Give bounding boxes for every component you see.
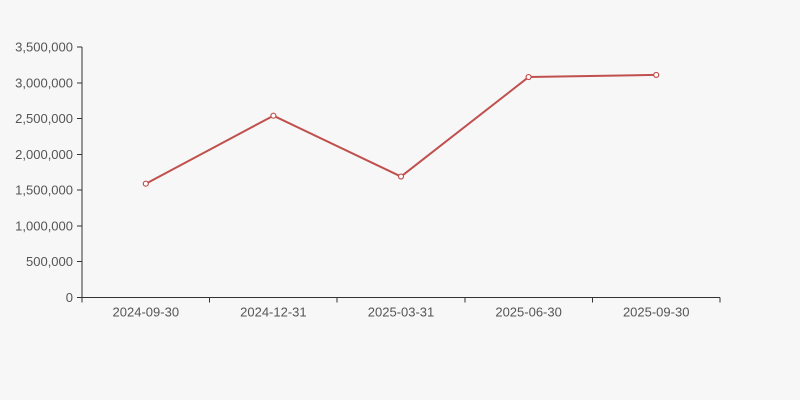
y-tick-label: 2,000,000 bbox=[15, 147, 73, 162]
data-point[interactable] bbox=[142, 180, 149, 187]
series-line bbox=[144, 73, 658, 185]
y-tick-label: 2,500,000 bbox=[15, 111, 73, 126]
y-tick-label: 3,500,000 bbox=[15, 40, 73, 55]
x-tick-label: 2024-12-31 bbox=[240, 305, 307, 320]
y-tick-label: 1,000,000 bbox=[15, 218, 73, 233]
data-point[interactable] bbox=[653, 71, 660, 79]
x-tick-label: 2024-09-30 bbox=[113, 305, 180, 320]
x-tick-label: 2025-09-30 bbox=[623, 305, 690, 320]
data-point[interactable] bbox=[397, 173, 405, 180]
y-tick-label: 0 bbox=[66, 290, 73, 305]
data-point[interactable] bbox=[270, 112, 277, 119]
data-point[interactable] bbox=[525, 73, 532, 81]
x-tick-label: 2025-03-31 bbox=[368, 305, 435, 320]
y-tick-label: 500,000 bbox=[26, 254, 73, 269]
y-tick-label: 3,000,000 bbox=[15, 75, 73, 90]
y-tick-label: 1,500,000 bbox=[15, 183, 73, 198]
x-tick-label: 2025-06-30 bbox=[495, 305, 562, 320]
